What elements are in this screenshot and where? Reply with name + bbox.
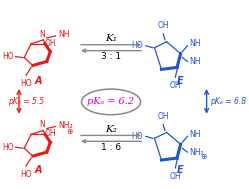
Text: HO: HO xyxy=(2,143,14,152)
Text: NH: NH xyxy=(189,39,201,48)
Text: OH: OH xyxy=(44,39,56,48)
Text: OH: OH xyxy=(170,172,181,181)
Text: NH₂: NH₂ xyxy=(58,121,73,130)
Text: pKₐ = 5.5: pKₐ = 5.5 xyxy=(8,97,44,106)
Text: N: N xyxy=(40,30,45,39)
Text: ⊕: ⊕ xyxy=(200,152,206,161)
Text: HO: HO xyxy=(131,41,143,50)
Text: 3 : 1: 3 : 1 xyxy=(101,52,121,61)
Text: NH: NH xyxy=(189,57,201,66)
Text: K₁: K₁ xyxy=(105,34,117,43)
Text: HO: HO xyxy=(2,52,14,61)
Text: E: E xyxy=(177,165,184,175)
Text: E: E xyxy=(177,76,184,86)
Text: HO: HO xyxy=(20,170,32,179)
Text: NH₂: NH₂ xyxy=(189,148,204,157)
Text: A: A xyxy=(34,76,42,86)
Text: HO: HO xyxy=(20,79,32,88)
Text: A: A xyxy=(34,165,42,175)
Text: HO: HO xyxy=(131,132,143,141)
Text: N: N xyxy=(40,120,45,129)
Text: OH: OH xyxy=(157,21,169,30)
Text: OH: OH xyxy=(157,112,169,121)
Text: ⊕: ⊕ xyxy=(66,127,72,136)
Text: NH: NH xyxy=(58,30,69,39)
Text: K₂: K₂ xyxy=(105,125,117,134)
Text: pKₐ = 6.2: pKₐ = 6.2 xyxy=(87,97,135,106)
Text: 1 : 6: 1 : 6 xyxy=(101,143,121,152)
Text: pKₐ = 6.8: pKₐ = 6.8 xyxy=(210,97,246,106)
Text: OH: OH xyxy=(44,129,56,138)
Text: NH: NH xyxy=(189,130,201,139)
Text: OH: OH xyxy=(170,81,181,90)
